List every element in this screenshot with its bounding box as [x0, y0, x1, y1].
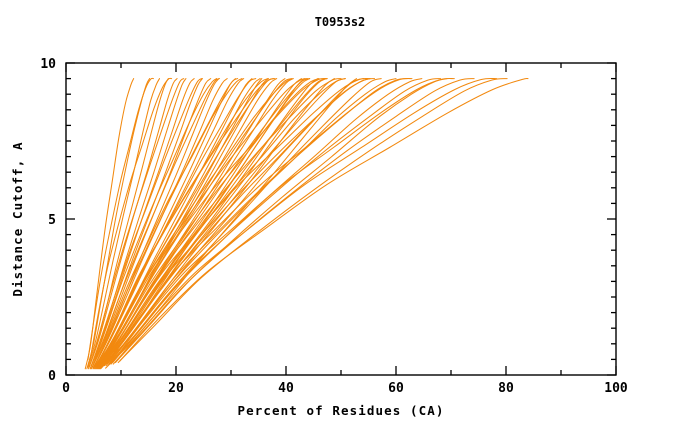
y-tick-labels: 0 5 10 — [40, 57, 56, 384]
y-tick-label: 10 — [40, 57, 56, 72]
x-tick-labels: 0 20 40 60 80 100 — [62, 381, 628, 396]
series-curve — [92, 78, 220, 367]
series-curve — [106, 78, 376, 364]
series-curve — [94, 78, 239, 367]
series-curve — [90, 78, 195, 368]
series-curve — [119, 77, 529, 362]
series-curve — [112, 78, 448, 365]
y-tick-label: 0 — [48, 369, 56, 384]
series-curve — [89, 77, 173, 360]
series-curve — [109, 77, 413, 362]
series-curve — [100, 78, 305, 369]
x-tick-label: 40 — [278, 381, 294, 396]
series-curve — [103, 78, 342, 364]
y-axis-label: Distance Cutoff, A — [10, 141, 25, 296]
series-curve — [112, 77, 455, 362]
series-curve — [108, 78, 397, 365]
series-curve — [101, 78, 320, 365]
series-curve — [98, 78, 311, 368]
series-curve — [87, 78, 161, 368]
series-curve — [114, 78, 475, 364]
series-curve — [94, 78, 245, 368]
series-curve — [89, 78, 185, 367]
x-tick-label: 20 — [168, 381, 184, 396]
series-curve — [103, 78, 346, 367]
chart-title: T0953s2 — [315, 15, 366, 29]
series-curve — [98, 78, 276, 364]
series-curve — [102, 77, 328, 362]
x-tick-label: 100 — [604, 381, 628, 396]
series-curve — [96, 78, 263, 369]
series-curve — [101, 78, 309, 364]
series-curve — [95, 78, 243, 365]
series-curve — [109, 78, 409, 364]
y-tick-label: 5 — [48, 213, 56, 228]
series-curve — [105, 78, 357, 369]
series-curve — [92, 78, 218, 365]
series-curves-layer — [84, 77, 529, 370]
series-curve — [92, 78, 220, 370]
series-curve — [99, 78, 294, 365]
x-tick-label: 80 — [498, 381, 514, 396]
series-curve — [90, 78, 203, 367]
series-curve — [106, 77, 371, 362]
plot-frame — [65, 62, 617, 376]
series-curve — [102, 78, 328, 367]
x-tick-label: 60 — [388, 381, 404, 396]
series-curve — [117, 78, 508, 364]
series-curve — [87, 77, 154, 360]
series-curve — [103, 78, 346, 365]
x-axis-label: Percent of Residues (CA) — [237, 403, 444, 418]
x-tick-label: 0 — [62, 381, 70, 396]
series-curve — [116, 77, 498, 362]
series-curve — [97, 78, 274, 367]
